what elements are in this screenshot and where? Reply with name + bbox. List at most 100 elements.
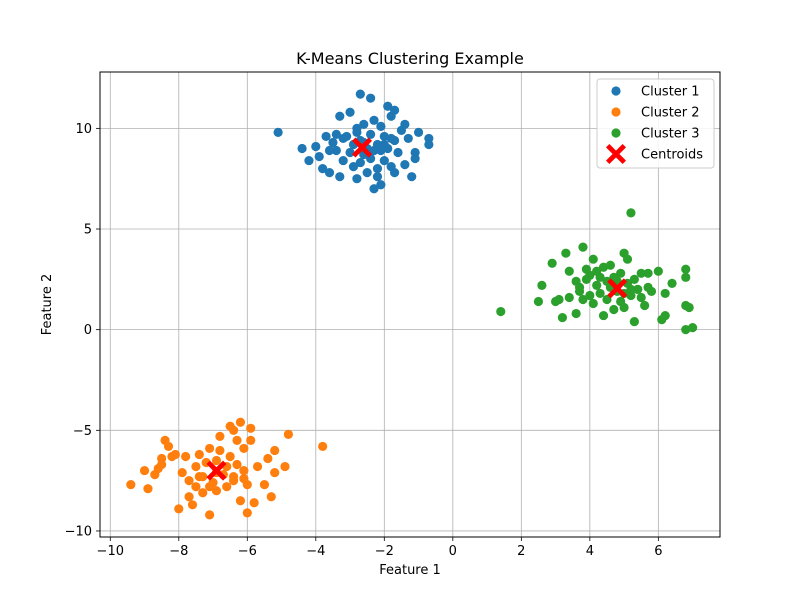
cluster-2-point [235, 496, 246, 506]
cluster-1-point [335, 172, 345, 182]
cluster-2-point [280, 461, 290, 472]
cluster-3-point [633, 284, 643, 295]
cluster-3-point [496, 306, 506, 317]
cluster-1-point [379, 139, 389, 150]
cluster-1-point [328, 137, 338, 148]
cluster-2-point [194, 449, 204, 460]
cluster-1-point [321, 131, 331, 142]
cluster-3-point [547, 258, 557, 268]
cluster-1-point [383, 101, 393, 111]
cluster-2-point [143, 484, 153, 494]
cluster-3-point [564, 266, 574, 276]
cluster-2-point [126, 480, 136, 490]
cluster-2-point [215, 445, 225, 456]
legend-swatch [606, 144, 626, 164]
cluster-1-point [355, 89, 365, 99]
cluster-2-point [184, 476, 194, 486]
x-tick-label: 2 [517, 544, 525, 559]
cluster-3-point [640, 300, 650, 311]
cluster-1-point [372, 172, 383, 182]
cluster-3-point [578, 294, 588, 305]
legend-label: Cluster 1 [641, 85, 700, 100]
cluster-1-point [400, 159, 410, 170]
chart-title: K-Means Clustering Example [296, 49, 524, 68]
cluster-3-point [585, 290, 595, 301]
cluster-2-point [283, 429, 293, 439]
y-tick-label: −10 [65, 524, 92, 539]
cluster-3-point [681, 272, 691, 282]
cluster-1-point [369, 145, 379, 156]
centroid-marker [352, 137, 373, 158]
cluster-3-point [557, 312, 568, 323]
centroid-marker [607, 278, 628, 299]
cluster-2-point [139, 465, 150, 476]
cluster-1-point [348, 162, 359, 172]
y-tick-label: 0 [84, 323, 92, 338]
cluster-3-point [605, 260, 615, 270]
cluster-1-point [393, 147, 403, 158]
cluster-2-point [205, 443, 215, 454]
cluster-3-point [554, 294, 564, 305]
cluster-3-point [537, 280, 547, 290]
y-axis-label: Feature 2 [40, 274, 55, 336]
y-tick-label: −5 [73, 424, 92, 439]
cluster-3-point [619, 302, 629, 313]
cluster-3-point [636, 268, 646, 278]
cluster-3-point [564, 292, 574, 303]
cluster-2-point [194, 472, 204, 482]
y-tick-label: 5 [84, 223, 92, 238]
centroid-marker [206, 460, 227, 481]
cluster-2-point [170, 449, 180, 460]
x-tick-label: 0 [449, 544, 457, 559]
cluster-3-point [643, 268, 653, 278]
cluster-1-point [324, 145, 335, 156]
axis-ticks: −10 −8 −6 −4 −2 0 2 4 6 −10 −5 0 5 10 [65, 122, 663, 559]
cluster-2-point [239, 443, 249, 454]
plot-frame [99, 71, 721, 538]
cluster-1-point [338, 133, 348, 144]
cluster-2-point [249, 498, 259, 508]
cluster-1-point [413, 127, 424, 137]
cluster-1-point [366, 93, 376, 103]
cluster-1-point [352, 127, 362, 137]
cluster-3-point [667, 278, 677, 288]
cluster-3-point [574, 282, 585, 292]
cluster-2-point [232, 435, 242, 445]
x-tick-label: −2 [375, 544, 394, 559]
cluster-2-point [205, 482, 215, 492]
cluster-1-point [318, 164, 328, 174]
cluster-1-point [386, 133, 396, 144]
cluster-2-point [242, 508, 252, 518]
cluster-1-point [410, 153, 420, 164]
cluster-2-point [191, 482, 201, 492]
cluster-2-point [211, 486, 222, 496]
cluster-2-point [246, 435, 256, 445]
cluster-3-point [684, 302, 694, 313]
cluster-3-point [598, 310, 609, 321]
cluster-2-point [318, 441, 328, 452]
cluster-3-point [660, 310, 670, 321]
cluster-2-point [163, 441, 174, 452]
cluster-2-point [205, 510, 215, 520]
legend-swatch [611, 107, 621, 117]
cluster-3-point [588, 254, 598, 264]
cluster-2-point [252, 461, 263, 472]
legend-label: Cluster 2 [641, 106, 700, 121]
cluster-3-point [626, 208, 636, 218]
cluster-3-point [561, 248, 571, 258]
legend-label: Cluster 3 [641, 127, 700, 142]
cluster-2-point [187, 500, 198, 510]
cluster-3-point [533, 296, 544, 307]
legend: Cluster 1 Cluster 2 Cluster 3 Centroids [596, 78, 715, 169]
cluster-3-point [602, 294, 612, 305]
cluster-1-point [311, 141, 321, 152]
cluster-2-point [184, 492, 194, 502]
cluster-2-point [266, 492, 276, 502]
cluster-2-point [198, 488, 208, 498]
cluster-1-point [389, 168, 400, 178]
y-tick-label: 10 [75, 122, 92, 137]
legend-swatch [611, 86, 621, 96]
cluster-1-point [345, 147, 355, 158]
cluster-2-point [259, 480, 270, 490]
